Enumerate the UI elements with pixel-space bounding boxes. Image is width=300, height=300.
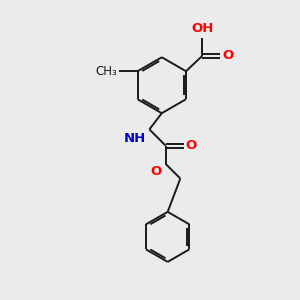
Text: O: O [222,50,233,62]
Text: NH: NH [124,132,146,145]
Text: O: O [186,139,197,152]
Text: OH: OH [191,22,213,35]
Text: CH₃: CH₃ [96,65,118,78]
Text: O: O [151,165,162,178]
